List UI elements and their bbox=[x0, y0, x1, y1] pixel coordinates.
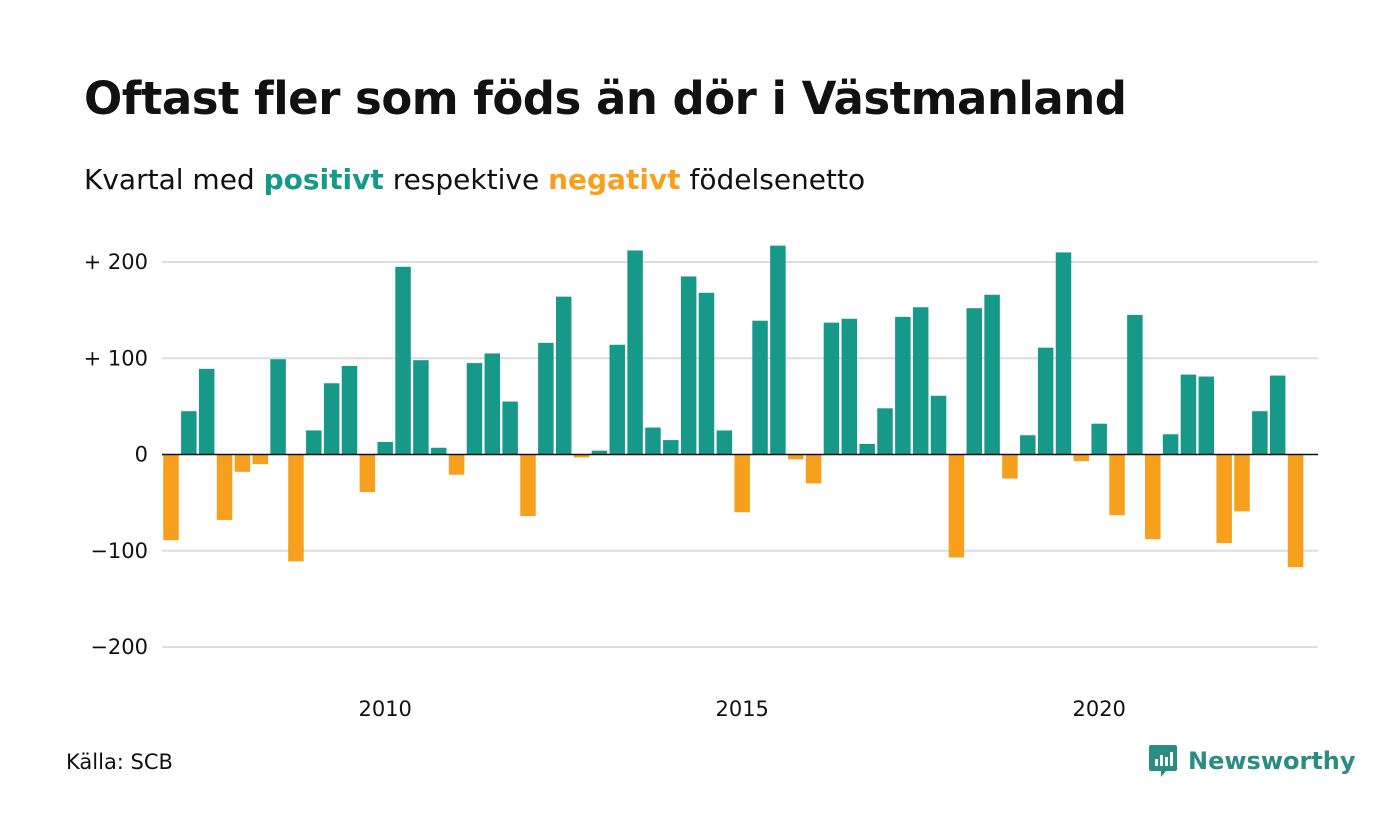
y-axis-ticks: + 200 + 100 0 −100 −200 bbox=[84, 250, 148, 659]
y-tick-label: −200 bbox=[90, 635, 148, 659]
bar bbox=[234, 454, 251, 472]
bar bbox=[1162, 434, 1179, 455]
bar bbox=[1145, 454, 1161, 540]
bar bbox=[1216, 454, 1232, 544]
bar bbox=[216, 454, 233, 520]
bar bbox=[484, 353, 501, 455]
bar bbox=[1198, 376, 1215, 455]
bar bbox=[823, 322, 840, 455]
bar bbox=[1002, 454, 1018, 479]
bar bbox=[288, 454, 304, 562]
bar bbox=[1109, 454, 1125, 516]
bar bbox=[448, 454, 465, 475]
bar bbox=[770, 245, 786, 455]
source-label: Källa: SCB bbox=[66, 750, 173, 774]
bar bbox=[716, 430, 733, 455]
bar bbox=[734, 454, 750, 513]
bar bbox=[645, 427, 661, 455]
bar bbox=[609, 344, 625, 455]
x-tick-label: 2015 bbox=[715, 697, 768, 721]
bar bbox=[895, 316, 911, 455]
bar bbox=[181, 411, 197, 455]
x-axis-ticks: 2010 2015 2020 bbox=[358, 697, 1125, 721]
bar bbox=[377, 441, 393, 455]
bar bbox=[359, 454, 376, 493]
bar bbox=[252, 454, 268, 465]
bar bbox=[966, 308, 982, 455]
grid-lines bbox=[162, 261, 1318, 648]
bar bbox=[591, 450, 608, 455]
subtitle-suffix: födelsenetto bbox=[689, 163, 866, 196]
chart-title: Oftast fler som föds än dör i Västmanlan… bbox=[84, 72, 1127, 125]
brand-logo[interactable]: Newsworthy bbox=[1148, 744, 1356, 778]
bar bbox=[395, 266, 411, 455]
y-tick-label: −100 bbox=[90, 539, 148, 563]
newsworthy-logo-icon bbox=[1149, 745, 1177, 777]
bar bbox=[1037, 347, 1054, 455]
bar bbox=[752, 320, 768, 455]
bar bbox=[466, 363, 483, 455]
bar bbox=[341, 365, 358, 455]
bar bbox=[1287, 454, 1304, 568]
bar bbox=[859, 443, 875, 455]
bar bbox=[1073, 454, 1090, 462]
bar bbox=[520, 454, 536, 517]
bar bbox=[323, 383, 340, 455]
x-tick-label: 2010 bbox=[358, 697, 411, 721]
bar bbox=[877, 408, 893, 455]
bar bbox=[1091, 423, 1107, 455]
bar bbox=[1269, 375, 1286, 455]
y-tick-label: + 100 bbox=[84, 346, 148, 370]
bar bbox=[663, 440, 679, 455]
bar bbox=[502, 401, 518, 455]
bar bbox=[627, 250, 643, 455]
bar bbox=[1020, 435, 1036, 455]
bar bbox=[912, 307, 929, 455]
bar bbox=[1180, 374, 1197, 455]
bar bbox=[1127, 314, 1143, 455]
bar bbox=[573, 454, 590, 458]
bar bbox=[984, 294, 1000, 455]
bar bbox=[841, 318, 858, 455]
bar bbox=[948, 454, 965, 558]
bar bbox=[431, 447, 447, 455]
bar bbox=[1252, 411, 1268, 455]
chart-subtitle: Kvartal med positivt respektive negativt… bbox=[84, 163, 865, 196]
bars bbox=[163, 245, 1304, 568]
bar bbox=[413, 360, 429, 455]
subtitle-prefix: Kvartal med bbox=[84, 163, 255, 196]
bar bbox=[555, 296, 572, 455]
bar bbox=[306, 430, 322, 455]
bar bbox=[270, 359, 286, 455]
bar bbox=[788, 454, 804, 460]
bar bbox=[163, 454, 179, 541]
bar bbox=[805, 454, 822, 484]
y-tick-label: 0 bbox=[135, 443, 148, 467]
bar bbox=[698, 292, 715, 455]
x-tick-label: 2020 bbox=[1072, 697, 1125, 721]
bar bbox=[198, 368, 215, 455]
subtitle-positive: positivt bbox=[263, 163, 384, 196]
bar bbox=[930, 395, 947, 455]
brand-name: Newsworthy bbox=[1188, 747, 1356, 775]
bar bbox=[538, 342, 554, 455]
bar bbox=[1055, 252, 1072, 455]
subtitle-negative: negativt bbox=[548, 163, 681, 196]
y-tick-label: + 200 bbox=[84, 250, 148, 274]
bar bbox=[680, 276, 697, 455]
subtitle-middle: respektive bbox=[392, 163, 540, 196]
bar bbox=[1234, 454, 1250, 512]
